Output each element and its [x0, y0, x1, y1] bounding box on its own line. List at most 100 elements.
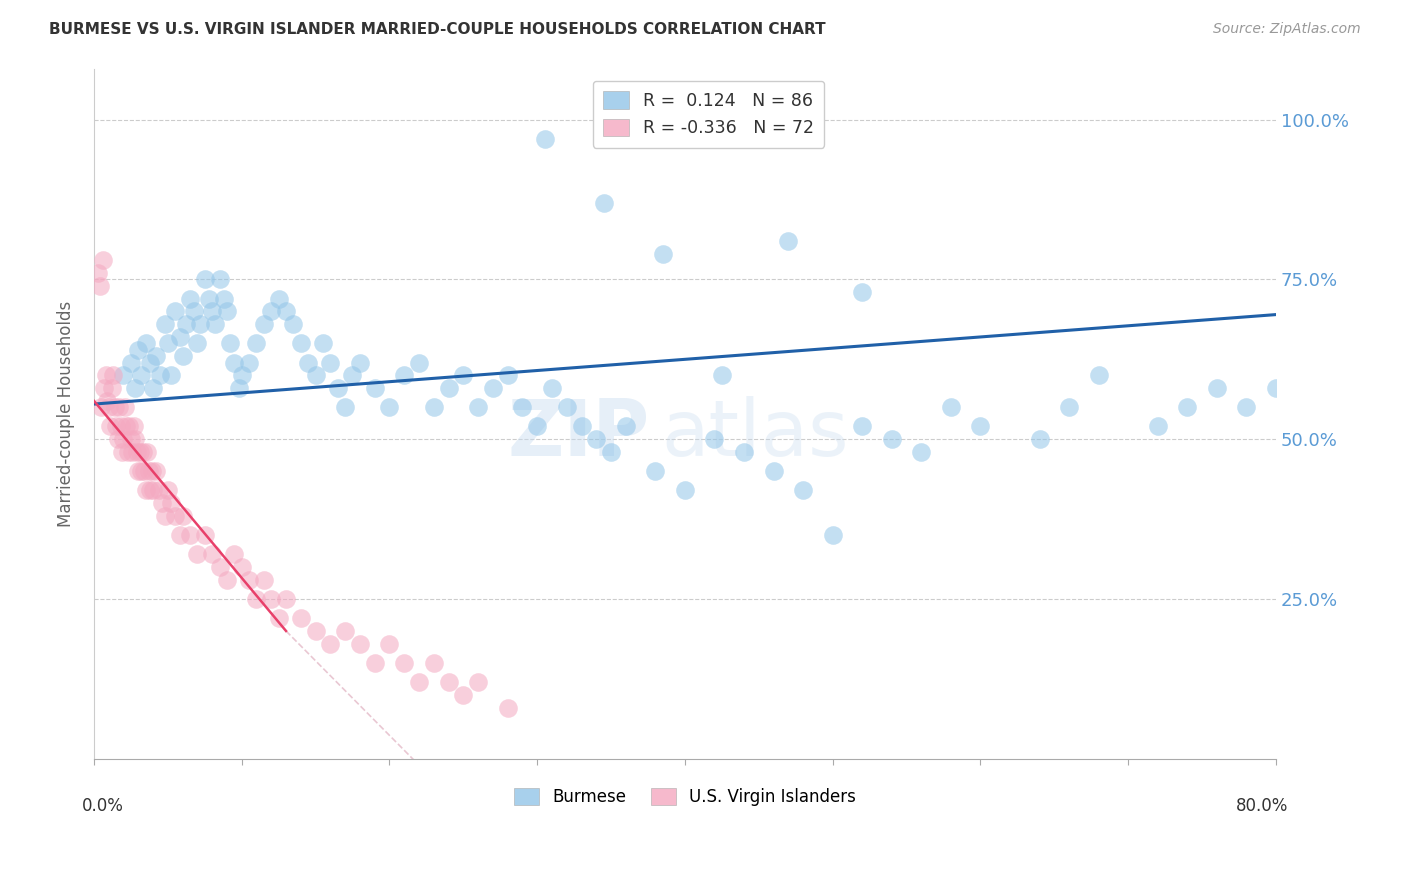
Point	[290, 611, 312, 625]
Point	[326, 381, 349, 395]
Point	[127, 343, 149, 357]
Point	[1265, 381, 1288, 395]
Point	[153, 508, 176, 523]
Point	[127, 464, 149, 478]
Point	[129, 368, 152, 383]
Point	[208, 272, 231, 286]
Point	[224, 547, 246, 561]
Point	[174, 317, 197, 331]
Point	[614, 419, 637, 434]
Point	[342, 368, 364, 383]
Text: atlas: atlas	[661, 396, 849, 473]
Point	[194, 528, 217, 542]
Point	[145, 349, 167, 363]
Point	[880, 432, 903, 446]
Point	[710, 368, 733, 383]
Point	[186, 336, 208, 351]
Point	[179, 292, 201, 306]
Point	[101, 368, 124, 383]
Point	[910, 445, 932, 459]
Point	[179, 528, 201, 542]
Point	[423, 401, 446, 415]
Point	[392, 656, 415, 670]
Point	[969, 419, 991, 434]
Point	[105, 419, 128, 434]
Point	[149, 368, 172, 383]
Point	[644, 464, 666, 478]
Point	[1234, 401, 1257, 415]
Point	[333, 401, 356, 415]
Point	[136, 445, 159, 459]
Point	[115, 419, 138, 434]
Point	[283, 317, 305, 331]
Point	[1087, 368, 1109, 383]
Point	[165, 304, 187, 318]
Point	[142, 483, 165, 498]
Point	[208, 560, 231, 574]
Point	[821, 528, 844, 542]
Point	[245, 336, 267, 351]
Point	[110, 419, 132, 434]
Point	[87, 266, 110, 280]
Point	[135, 483, 157, 498]
Point	[112, 432, 135, 446]
Point	[108, 401, 131, 415]
Point	[733, 445, 755, 459]
Point	[851, 419, 873, 434]
Point	[148, 483, 170, 498]
Y-axis label: Married-couple Households: Married-couple Households	[58, 301, 75, 527]
Point	[253, 317, 276, 331]
Point	[1028, 432, 1050, 446]
Point	[224, 355, 246, 369]
Point	[333, 624, 356, 638]
Point	[437, 381, 460, 395]
Point	[228, 381, 250, 395]
Point	[165, 508, 187, 523]
Point	[156, 483, 179, 498]
Point	[526, 419, 548, 434]
Text: Source: ZipAtlas.com: Source: ZipAtlas.com	[1213, 22, 1361, 37]
Point	[139, 355, 162, 369]
Point	[141, 464, 163, 478]
Point	[194, 272, 217, 286]
Point	[437, 675, 460, 690]
Point	[201, 304, 224, 318]
Point	[118, 419, 141, 434]
Point	[90, 401, 112, 415]
Point	[120, 432, 142, 446]
Point	[253, 573, 276, 587]
Point	[169, 528, 191, 542]
Point	[512, 401, 534, 415]
Point	[212, 292, 235, 306]
Point	[93, 381, 115, 395]
Point	[453, 688, 475, 702]
Point	[138, 464, 160, 478]
Point	[231, 560, 253, 574]
Point	[778, 234, 800, 248]
Point	[183, 304, 205, 318]
Point	[89, 278, 111, 293]
Point	[1057, 401, 1080, 415]
Point	[124, 432, 146, 446]
Point	[156, 336, 179, 351]
Point	[363, 381, 385, 395]
Point	[349, 637, 371, 651]
Point	[159, 496, 181, 510]
Point	[238, 573, 260, 587]
Point	[142, 381, 165, 395]
Point	[131, 445, 153, 459]
Point	[600, 445, 623, 459]
Point	[290, 336, 312, 351]
Point	[496, 700, 519, 714]
Point	[762, 464, 785, 478]
Point	[218, 336, 240, 351]
Point	[124, 381, 146, 395]
Point	[319, 637, 342, 651]
Point	[91, 253, 114, 268]
Point	[215, 304, 238, 318]
Point	[139, 483, 162, 498]
Point	[198, 292, 221, 306]
Point	[204, 317, 226, 331]
Point	[453, 368, 475, 383]
Point	[267, 292, 290, 306]
